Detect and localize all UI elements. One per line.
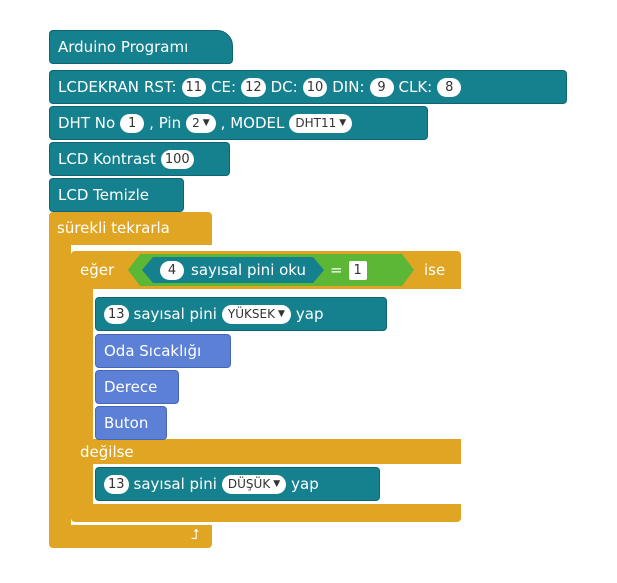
lcd-contrast-block[interactable]: LCD Kontrast 100 (49, 142, 230, 176)
pin-state-value: YÜKSEK (227, 306, 275, 321)
write-pin-input[interactable]: 13 (104, 304, 129, 324)
arduino-program-label: Arduino Programı (58, 38, 189, 56)
compare-value-input[interactable]: 1 (349, 261, 367, 280)
chevron-down-icon: ▼ (202, 117, 210, 128)
digital-write-label: sayısal pini (133, 475, 217, 493)
lcd-clear-block[interactable]: LCD Temizle (49, 178, 184, 212)
dht-model-dropdown[interactable]: DHT11 ▼ (289, 113, 353, 133)
din-label: DIN: (332, 78, 365, 96)
dht-model-label: , MODEL (220, 114, 285, 132)
lcd-contrast-label: LCD Kontrast (58, 150, 156, 168)
din-input[interactable]: 9 (369, 77, 394, 97)
else-label: değilse (80, 443, 134, 461)
forever-loop-top (49, 212, 212, 245)
forever-loop-arm (49, 245, 71, 525)
lcd-screen-block[interactable]: LCDEKRAN RST: 11 CE: 12 DC: 10 DIN: 9 CL… (49, 70, 567, 104)
else-arm (71, 464, 93, 504)
dht-setup-block[interactable]: DHT No 1 , Pin 2 ▼ , MODEL DHT11 ▼ (49, 106, 428, 140)
digital-read-label: sayısal pini oku (191, 261, 307, 279)
ce-label: CE: (211, 78, 237, 96)
clk-label: CLK: (398, 78, 433, 96)
button-label: Buton (104, 414, 149, 432)
rst-input[interactable]: 11 (181, 77, 207, 97)
degree-label: Derece (104, 378, 158, 396)
chevron-down-icon: ▼ (339, 117, 347, 128)
pin-state-dropdown[interactable]: DÜŞÜK ▼ (221, 474, 287, 494)
yap-label: yap (295, 305, 324, 323)
digital-write-low-block[interactable]: 13 sayısal pini DÜŞÜK ▼ yap (95, 467, 380, 501)
dht-no-label: DHT No (58, 114, 116, 132)
digital-write-label: sayısal pini (133, 305, 217, 323)
read-pin-input[interactable]: 4 (160, 261, 184, 280)
comparison-block[interactable]: 4 sayısal pini oku = 1 (128, 254, 414, 286)
rst-label: RST: (144, 78, 177, 96)
lcd-contrast-input[interactable]: 100 (160, 149, 194, 169)
chevron-down-icon: ▼ (277, 308, 285, 319)
if-label: eğer (80, 261, 115, 279)
if-arm (71, 289, 93, 439)
forever-loop-bottom (49, 525, 212, 548)
write-pin-input[interactable]: 13 (104, 474, 129, 494)
arduino-program-block[interactable]: Arduino Programı (49, 30, 233, 64)
degree-block[interactable]: Derece (95, 370, 179, 404)
dc-label: DC: (270, 78, 298, 96)
yap-label: yap (291, 475, 319, 493)
digital-read-block[interactable]: 4 sayısal pini oku (142, 257, 324, 283)
forever-loop-label: sürekli tekrarla (57, 219, 170, 237)
digital-write-high-block[interactable]: 13 sayısal pini YÜKSEK ▼ yap (95, 297, 387, 331)
lcd-screen-label: LCDEKRAN (58, 78, 139, 96)
pin-state-value: DÜŞÜK (227, 476, 271, 491)
else-section (71, 439, 461, 464)
chevron-down-icon: ▼ (273, 478, 281, 489)
button-block[interactable]: Buton (95, 406, 167, 440)
clk-input[interactable]: 8 (437, 77, 462, 97)
room-temperature-label: Oda Sıcaklığı (104, 342, 202, 360)
then-label: ise (424, 261, 446, 279)
room-temperature-block[interactable]: Oda Sıcaklığı (95, 334, 231, 368)
dc-input[interactable]: 10 (302, 77, 328, 97)
dht-model-value: DHT11 (295, 115, 337, 130)
lcd-clear-label: LCD Temizle (58, 186, 150, 204)
ce-input[interactable]: 12 (241, 77, 266, 97)
if-block-bottom (71, 504, 461, 522)
pin-state-dropdown[interactable]: YÜKSEK ▼ (221, 304, 291, 324)
loop-arrow-icon: ⮥ (191, 527, 200, 543)
equals-operator: = (330, 261, 343, 279)
dht-pin-dropdown[interactable]: 2 ▼ (186, 113, 216, 133)
dht-pin-value: 2 (192, 115, 200, 130)
dht-pin-label: , Pin (149, 114, 182, 132)
dht-no-input[interactable]: 1 (120, 113, 145, 133)
